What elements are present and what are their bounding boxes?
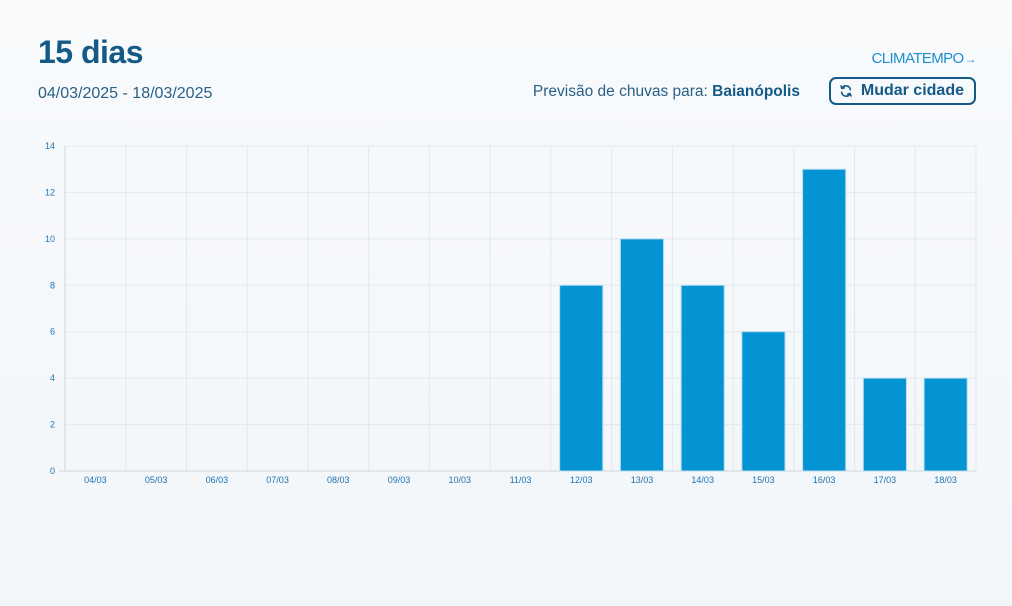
change-city-button[interactable]: Mudar cidade <box>828 77 976 105</box>
x-tick-label: 05/03 <box>145 475 168 485</box>
y-tick-label: 4 <box>50 373 55 383</box>
y-tick-label: 10 <box>45 234 55 244</box>
x-tick-label: 14/03 <box>691 475 714 485</box>
x-tick-label: 08/03 <box>327 475 350 485</box>
date-range: 04/03/2025 - 18/03/2025 <box>38 85 213 102</box>
x-tick-label: 18/03 <box>934 475 957 485</box>
page-title: 15 dias <box>38 34 144 70</box>
x-tick-label: 11/03 <box>510 475 532 485</box>
x-tick-label: 13/03 <box>631 475 654 485</box>
city-name: Baianópolis <box>712 83 800 100</box>
bar-15-03[interactable] <box>741 331 786 472</box>
bars <box>559 168 968 472</box>
forecast-label: Previsão de chuvas para: Baianópolis <box>533 83 800 101</box>
y-tick-label: 8 <box>50 280 55 290</box>
x-tick-label: 09/03 <box>388 475 411 485</box>
climatempo-logo[interactable]: CLIMATEMPO → <box>871 50 977 67</box>
bar-18-03[interactable] <box>923 377 968 472</box>
x-tick-label: 06/03 <box>206 475 229 485</box>
bar-17-03[interactable] <box>862 377 907 472</box>
refresh-icon <box>840 84 852 98</box>
y-axis: 0 2 4 6 8 10 12 14 <box>45 141 55 476</box>
x-tick-label: 04/03 <box>84 475 107 485</box>
x-tick-label: 15/03 <box>752 475 775 485</box>
chart-grid <box>59 145 977 472</box>
bar-14-03[interactable] <box>680 284 725 472</box>
x-tick-label: 16/03 <box>813 475 836 485</box>
y-tick-label: 0 <box>50 466 55 476</box>
x-tick-label: 07/03 <box>266 475 289 485</box>
y-tick-label: 2 <box>50 420 55 430</box>
bar-16-03[interactable] <box>802 168 847 472</box>
y-tick-label: 6 <box>50 327 55 337</box>
x-tick-label: 10/03 <box>449 475 472 485</box>
x-tick-label: 17/03 <box>874 475 897 485</box>
bar-13-03[interactable] <box>619 238 665 472</box>
x-tick-label: 12/03 <box>570 475 593 485</box>
y-tick-label: 12 <box>45 187 55 197</box>
bar-12-03[interactable] <box>559 284 604 472</box>
x-axis: 04/03 05/03 06/03 07/03 08/03 09/03 10/03 11/03… <box>84 475 957 485</box>
change-city-label: Mudar cidade <box>860 82 964 99</box>
arrow-right-icon: → <box>964 51 977 66</box>
y-tick-label: 14 <box>45 141 55 151</box>
brand-text: CLIMATEMPO <box>871 50 965 67</box>
forecast-prefix: Previsão de chuvas para: <box>532 83 708 100</box>
